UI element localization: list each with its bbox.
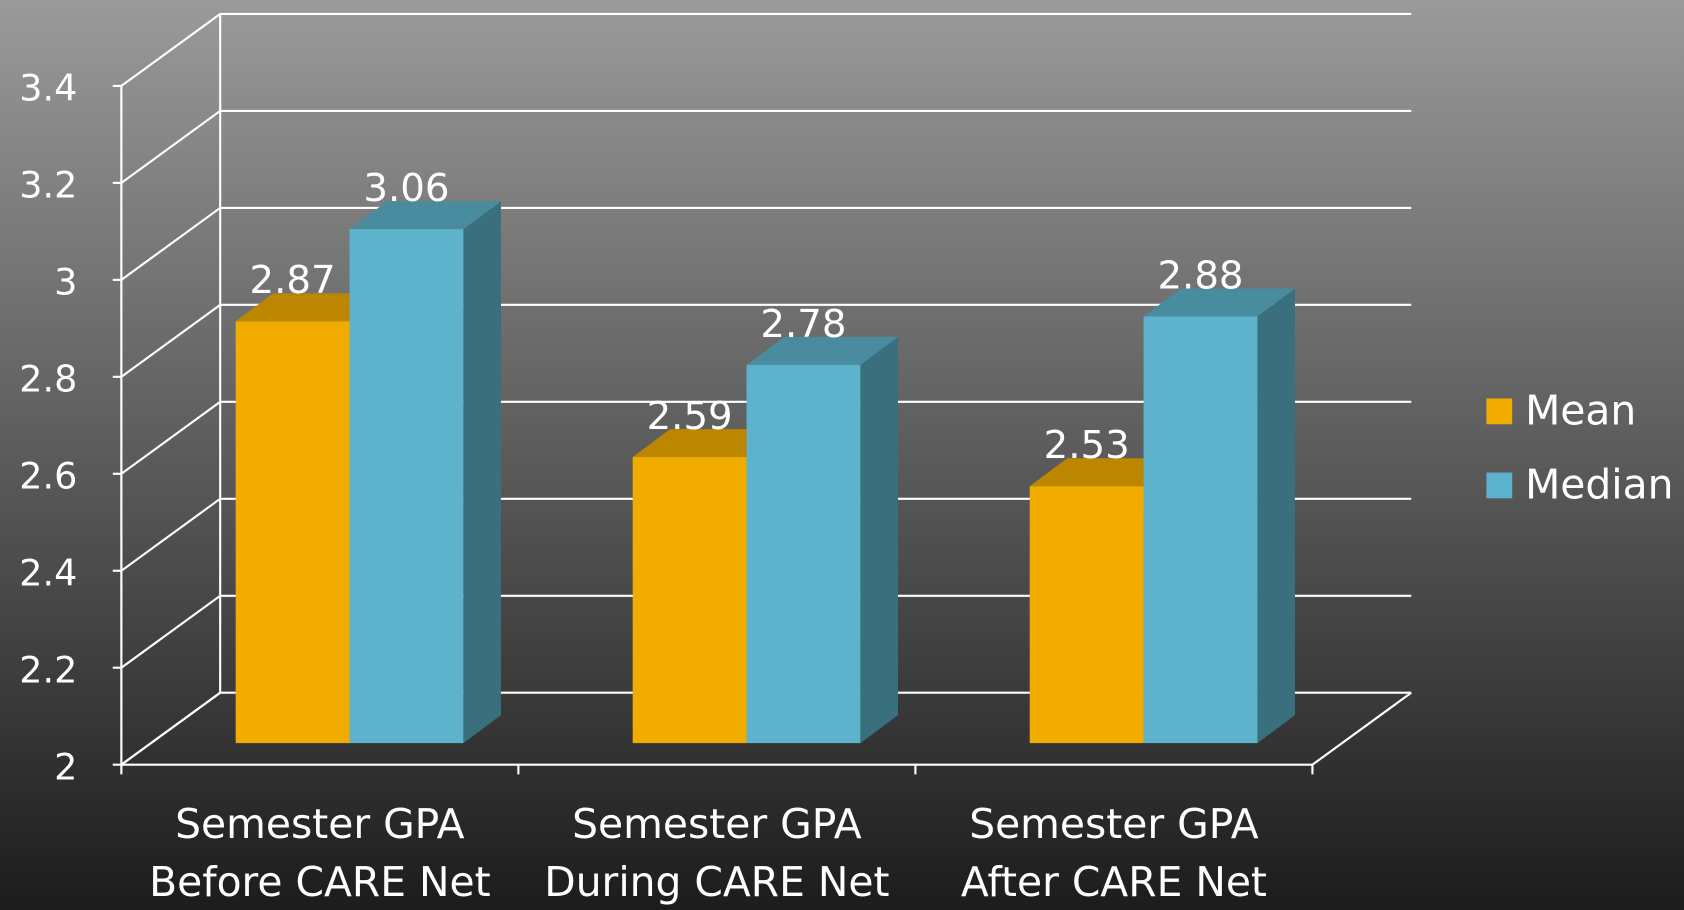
bar	[235, 321, 350, 744]
grid-line	[120, 303, 1412, 378]
y-tick-label: 2.2	[19, 649, 77, 692]
y-tick-label: 2.6	[19, 455, 77, 498]
x-tick-label: Semester GPA After CARE Net	[961, 800, 1267, 906]
y-tick-label: 3.2	[19, 164, 77, 207]
grid-line	[120, 206, 1412, 281]
grid-line	[120, 594, 1412, 669]
x-tick-label: Semester GPA During CARE Net	[544, 800, 889, 906]
legend-swatch	[1486, 472, 1513, 499]
y-tick-label: 2	[54, 745, 77, 788]
bar-top	[746, 337, 898, 365]
data-label: 2.87	[250, 258, 336, 303]
bar	[746, 364, 861, 744]
plot-area: 2 2.2 2.4 2.6 2.8 3 3.2 3.4 Semester GPA Before C…	[19, 12, 1673, 906]
data-label: 3.06	[363, 166, 449, 211]
data-label: 2.88	[1157, 253, 1243, 298]
bar-top	[1029, 458, 1182, 487]
bar	[632, 457, 747, 744]
bar	[1029, 486, 1144, 744]
grid-line	[120, 12, 1412, 87]
bar-side	[463, 201, 501, 744]
bar-side	[1257, 288, 1295, 744]
y-tick-label: 2.8	[19, 358, 77, 401]
bar-top	[632, 429, 785, 458]
legend-swatch	[1486, 398, 1513, 425]
data-label: 2.53	[1044, 423, 1130, 468]
bar-side	[860, 337, 898, 744]
bar-top	[349, 201, 501, 230]
y-tick-label: 3.4	[19, 67, 77, 110]
bar	[349, 229, 464, 744]
bar-top	[1143, 288, 1295, 317]
grid-line	[120, 691, 1412, 766]
bar	[1143, 316, 1258, 744]
y-tick-label: 3	[54, 261, 77, 304]
legend-label: Mean	[1525, 386, 1636, 434]
data-label: 2.78	[760, 302, 846, 347]
grid-line	[120, 109, 1412, 184]
bar-top	[235, 293, 388, 322]
x-tick-label: Semester GPA Before CARE Net	[149, 800, 490, 906]
grid-line	[120, 497, 1412, 572]
grid-line	[120, 400, 1412, 475]
y-tick-label: 2.4	[19, 552, 77, 595]
data-label: 2.59	[647, 394, 733, 439]
legend-label: Median	[1525, 461, 1673, 509]
